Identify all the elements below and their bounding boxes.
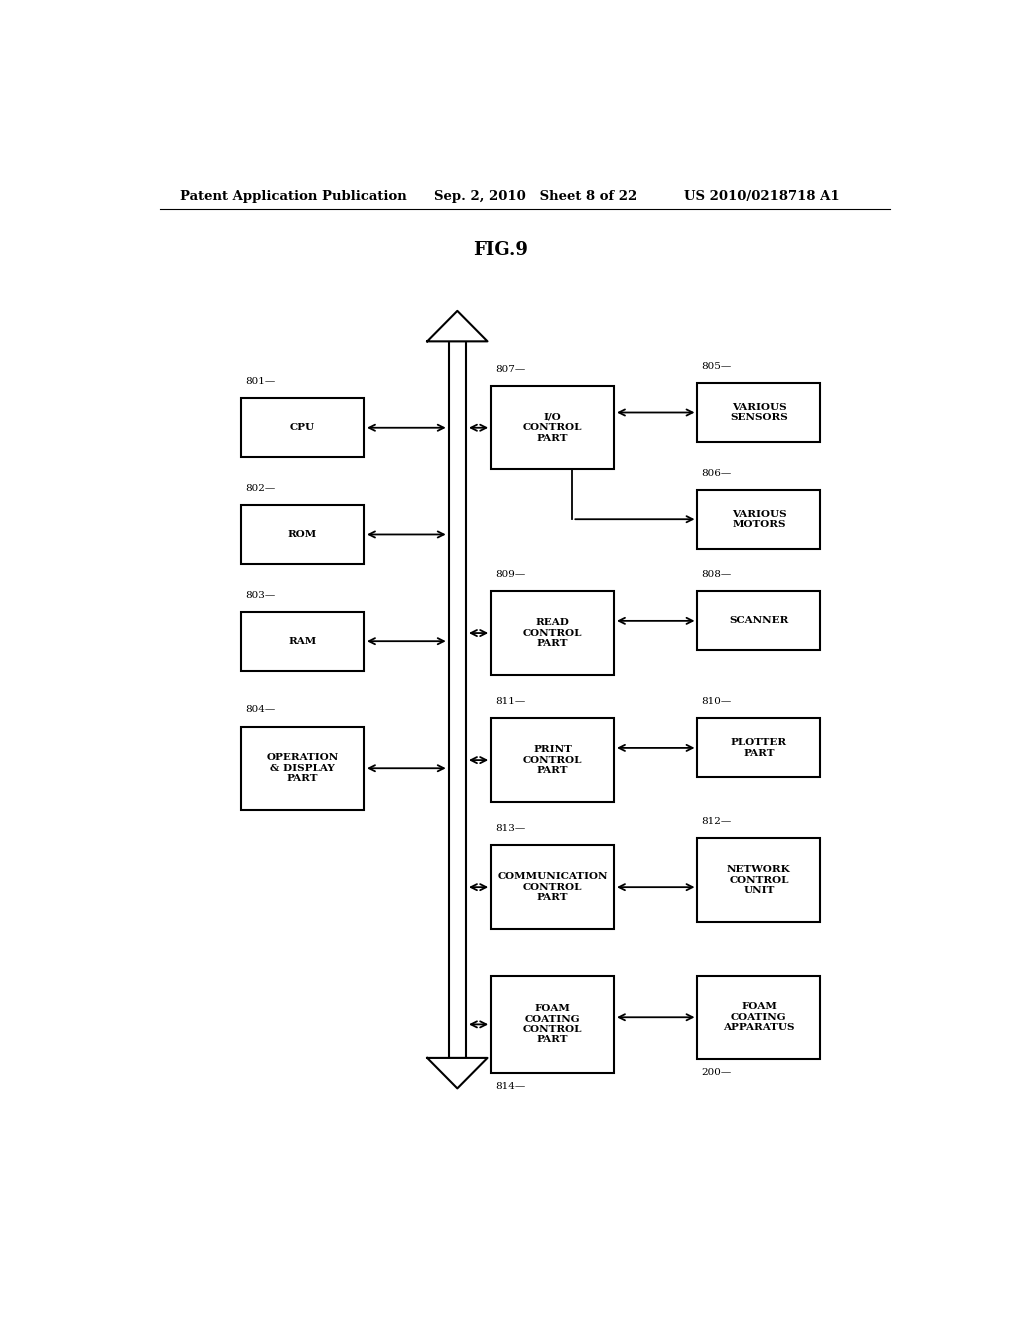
Text: Patent Application Publication: Patent Application Publication — [179, 190, 407, 202]
Bar — [697, 383, 820, 442]
Text: Sep. 2, 2010   Sheet 8 of 22: Sep. 2, 2010 Sheet 8 of 22 — [433, 190, 637, 202]
Bar — [697, 975, 820, 1059]
Text: VARIOUS
SENSORS: VARIOUS SENSORS — [730, 403, 787, 422]
Text: 801—: 801— — [245, 378, 275, 385]
Text: 802—: 802— — [245, 484, 275, 492]
Text: COMMUNICATION
CONTROL
PART: COMMUNICATION CONTROL PART — [498, 873, 608, 902]
Text: FOAM
COATING
CONTROL
PART: FOAM COATING CONTROL PART — [523, 1005, 583, 1044]
Text: I/O
CONTROL
PART: I/O CONTROL PART — [523, 413, 583, 442]
Bar — [697, 490, 820, 549]
Text: 811—: 811— — [495, 697, 525, 706]
Text: FOAM
COATING
APPARATUS: FOAM COATING APPARATUS — [723, 1002, 795, 1032]
Text: NETWORK
CONTROL
UNIT: NETWORK CONTROL UNIT — [727, 865, 791, 895]
Text: 813—: 813— — [495, 824, 525, 833]
Bar — [241, 726, 365, 810]
Bar — [492, 591, 614, 675]
Text: OPERATION
& DISPLAY
PART: OPERATION & DISPLAY PART — [266, 754, 339, 783]
Bar — [241, 506, 365, 564]
Bar — [697, 838, 820, 921]
Bar — [697, 718, 820, 777]
Text: 804—: 804— — [245, 705, 275, 714]
Bar — [492, 385, 614, 470]
Bar — [492, 718, 614, 801]
Text: 812—: 812— — [701, 817, 731, 826]
Text: 803—: 803— — [245, 590, 275, 599]
Text: 806—: 806— — [701, 469, 731, 478]
Text: CPU: CPU — [290, 424, 315, 432]
Text: 814—: 814— — [495, 1082, 525, 1090]
Text: 807—: 807— — [495, 364, 525, 374]
Text: 200—: 200— — [701, 1068, 731, 1077]
Bar — [697, 591, 820, 651]
Text: PRINT
CONTROL
PART: PRINT CONTROL PART — [523, 746, 583, 775]
Bar — [241, 399, 365, 457]
Text: 809—: 809— — [495, 570, 525, 579]
Text: 808—: 808— — [701, 570, 731, 579]
Polygon shape — [427, 312, 487, 342]
Bar — [241, 611, 365, 671]
Text: 805—: 805— — [701, 362, 731, 371]
Text: RAM: RAM — [289, 636, 316, 645]
Text: VARIOUS
MOTORS: VARIOUS MOTORS — [731, 510, 786, 529]
Bar — [492, 846, 614, 929]
Text: FIG.9: FIG.9 — [473, 240, 528, 259]
Text: SCANNER: SCANNER — [729, 616, 788, 626]
Polygon shape — [427, 1057, 487, 1089]
Text: READ
CONTROL
PART: READ CONTROL PART — [523, 618, 583, 648]
Text: ROM: ROM — [288, 529, 317, 539]
Text: 810—: 810— — [701, 697, 731, 706]
Bar — [492, 975, 614, 1073]
Bar — [449, 342, 466, 1057]
Text: US 2010/0218718 A1: US 2010/0218718 A1 — [684, 190, 839, 202]
Text: PLOTTER
PART: PLOTTER PART — [731, 738, 787, 758]
